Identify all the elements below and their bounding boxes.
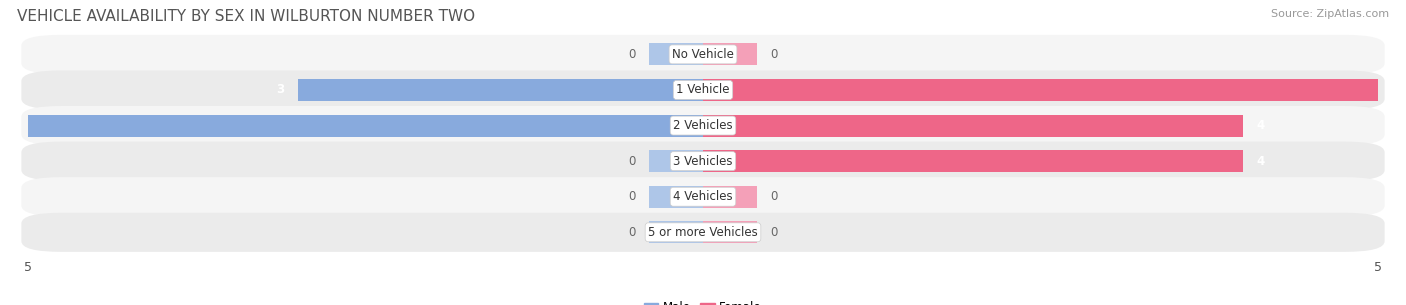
Text: 1 Vehicle: 1 Vehicle (676, 84, 730, 96)
Bar (703, 79, 1378, 101)
Text: 3: 3 (277, 84, 284, 96)
Bar (703, 43, 756, 66)
Text: No Vehicle: No Vehicle (672, 48, 734, 61)
Bar (298, 79, 703, 101)
Legend: Male, Female: Male, Female (640, 296, 766, 305)
Text: Source: ZipAtlas.com: Source: ZipAtlas.com (1271, 9, 1389, 19)
Text: 0: 0 (628, 190, 636, 203)
Text: 2 Vehicles: 2 Vehicles (673, 119, 733, 132)
FancyBboxPatch shape (21, 106, 1385, 145)
Text: 4 Vehicles: 4 Vehicles (673, 190, 733, 203)
Text: 0: 0 (770, 48, 778, 61)
Bar (650, 221, 703, 243)
Text: 0: 0 (770, 190, 778, 203)
Text: 4: 4 (1257, 155, 1264, 168)
Text: 5: 5 (1392, 84, 1399, 96)
Bar (703, 115, 1243, 137)
Text: 5 or more Vehicles: 5 or more Vehicles (648, 226, 758, 239)
Bar (650, 43, 703, 66)
Bar (28, 115, 703, 137)
Bar (650, 186, 703, 208)
FancyBboxPatch shape (21, 35, 1385, 74)
Bar (703, 186, 756, 208)
Text: VEHICLE AVAILABILITY BY SEX IN WILBURTON NUMBER TWO: VEHICLE AVAILABILITY BY SEX IN WILBURTON… (17, 9, 475, 24)
FancyBboxPatch shape (21, 70, 1385, 109)
Bar (703, 150, 1243, 172)
Text: 3 Vehicles: 3 Vehicles (673, 155, 733, 168)
Bar (703, 221, 756, 243)
Text: 4: 4 (1257, 119, 1264, 132)
FancyBboxPatch shape (21, 177, 1385, 216)
FancyBboxPatch shape (21, 142, 1385, 181)
Text: 0: 0 (770, 226, 778, 239)
Text: 0: 0 (628, 48, 636, 61)
Text: 0: 0 (628, 226, 636, 239)
Text: 5: 5 (7, 119, 14, 132)
Text: 0: 0 (628, 155, 636, 168)
FancyBboxPatch shape (21, 213, 1385, 252)
Bar (650, 150, 703, 172)
